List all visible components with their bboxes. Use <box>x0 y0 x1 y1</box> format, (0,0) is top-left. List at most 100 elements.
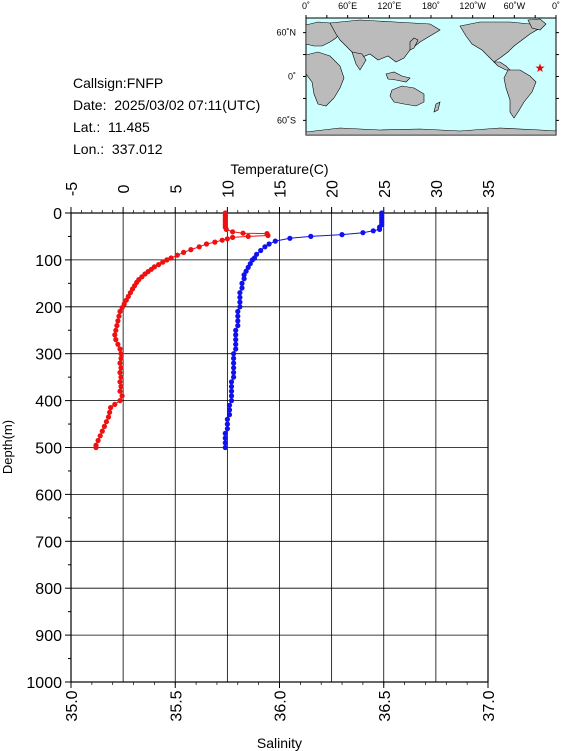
temperature-tick-label: -5 <box>64 182 81 196</box>
temperature-point <box>117 388 123 394</box>
temperature-point <box>121 301 127 307</box>
depth-tick-label: 900 <box>35 628 62 645</box>
map-land-asia <box>329 19 441 63</box>
depth-tick-label: 300 <box>35 347 62 364</box>
salinity-point <box>233 346 239 352</box>
temperature-point <box>95 437 101 444</box>
temperature-point <box>99 428 105 434</box>
salinity-point <box>379 212 385 218</box>
temperature-axis-title: Temperature(C) <box>230 161 328 177</box>
temperature-point <box>119 305 125 311</box>
temperature-point <box>93 444 99 451</box>
salinity-point <box>226 407 233 413</box>
salinity-point <box>258 247 264 254</box>
salinity-tick-label: 36.0 <box>273 690 290 721</box>
depth-tick-labels: 0 100 200 300 400 500 600 700 800 900 1000 <box>26 206 62 692</box>
temperature-point <box>101 423 107 429</box>
temperature-point <box>181 249 187 255</box>
map-frame-ticks <box>303 15 559 121</box>
temperature-point <box>105 414 112 420</box>
temperature-line <box>95 213 269 448</box>
temperature-point <box>108 405 114 411</box>
salinity-point <box>226 412 233 418</box>
latitude-text: Lat.: 11.485 <box>73 119 150 135</box>
callsign-text: Callsign:FNFP <box>73 75 164 91</box>
station-marker-icon: ★ <box>535 61 546 75</box>
temperature-point <box>265 232 271 239</box>
temperature-point <box>156 262 162 268</box>
temperature-point <box>196 244 202 250</box>
temperature-point <box>123 297 129 303</box>
temperature-series <box>93 210 271 451</box>
temperature-point <box>134 279 140 285</box>
chart-ticks <box>65 207 489 688</box>
temperature-point <box>240 230 246 236</box>
salinity-point <box>266 241 272 247</box>
temperature-point <box>222 210 228 216</box>
salinity-series <box>222 210 385 451</box>
salinity-point <box>308 233 314 239</box>
salinity-point <box>272 238 278 244</box>
map-longitude-labels: 0˚ 60˚E 120˚E 180˚ 120˚W 60˚W 0˚ <box>302 1 560 11</box>
salinity-point <box>235 323 241 329</box>
salinity-point <box>241 276 247 282</box>
temperature-point <box>230 229 236 235</box>
temperature-tick-label: 30 <box>429 180 446 198</box>
salinity-point <box>379 222 385 228</box>
temperature-point <box>112 332 118 338</box>
temperature-point <box>118 351 124 357</box>
map-land-greenland <box>527 18 547 31</box>
temperature-tick-label: 5 <box>168 184 185 193</box>
temperature-point <box>219 237 225 243</box>
temperature-point <box>113 337 119 343</box>
map-land-south-america <box>503 69 537 119</box>
map-latitude-label: 0˚ <box>288 72 296 82</box>
temperature-point <box>113 327 119 333</box>
salinity-point <box>224 426 230 432</box>
temperature-point <box>118 365 124 371</box>
salinity-point <box>233 337 239 343</box>
salinity-tick-labels: 35.0 35.5 36.0 36.5 37.0 <box>64 690 498 721</box>
temperature-point <box>264 231 270 237</box>
salinity-point <box>226 402 233 408</box>
depth-axis-title: Depth(m) <box>0 420 15 474</box>
salinity-point <box>222 430 228 436</box>
temperature-tick-labels: -5 0 5 10 15 20 25 30 35 <box>64 180 498 198</box>
salinity-point <box>235 313 241 319</box>
salinity-point <box>231 360 237 366</box>
map-land-australia <box>389 85 425 107</box>
salinity-point <box>249 257 255 263</box>
salinity-point <box>251 255 258 261</box>
salinity-point <box>377 226 383 232</box>
map-land-north-america <box>459 21 541 63</box>
salinity-point <box>379 219 385 225</box>
temperature-point <box>222 217 228 223</box>
map-longitude-label: 0˚ <box>302 1 310 11</box>
salinity-point <box>237 290 243 296</box>
map-land-new-zealand <box>433 101 441 113</box>
salinity-axis-title: Salinity <box>257 735 302 751</box>
salinity-point <box>235 318 241 324</box>
salinity-tick-label: 36.5 <box>377 690 394 721</box>
salinity-point <box>379 210 385 216</box>
salinity-point <box>224 421 230 427</box>
temperature-point <box>115 318 121 324</box>
temperature-point <box>117 360 123 366</box>
depth-tick-label: 0 <box>53 206 62 223</box>
salinity-point <box>360 230 366 236</box>
salinity-tick-label: 37.0 <box>481 690 498 721</box>
salinity-tick-label: 35.5 <box>168 690 185 721</box>
temperature-point <box>212 239 218 245</box>
temperature-tick-label: 20 <box>325 180 342 198</box>
salinity-point <box>228 383 235 390</box>
temperature-point <box>230 234 236 240</box>
salinity-point <box>377 224 383 230</box>
temperature-point <box>222 219 228 225</box>
temperature-point <box>93 442 99 448</box>
salinity-point <box>262 244 268 250</box>
salinity-point <box>228 393 235 399</box>
depth-tick-label: 100 <box>35 253 62 270</box>
salinity-point <box>231 355 237 361</box>
station-info: Callsign:FNFP Date: 2025/03/02 07:11(UTC… <box>73 72 260 160</box>
salinity-point <box>233 327 239 333</box>
